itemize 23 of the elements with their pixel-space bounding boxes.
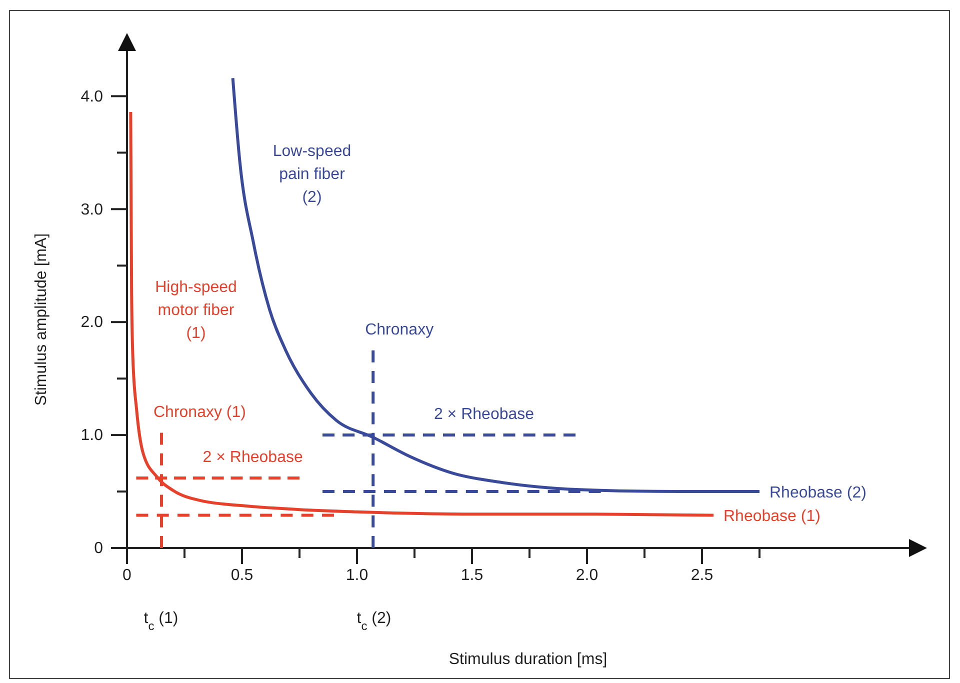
series-label: 2 × Rheobase	[434, 406, 534, 424]
series-label: 2 × Rheobase	[202, 448, 303, 466]
x-tick-label: 0.5	[230, 566, 254, 584]
y-tick-label: 3.0	[80, 201, 104, 218]
y-tick-label: 0	[94, 540, 104, 558]
series-label: Chronaxy	[365, 321, 434, 338]
y-tick-label: 1.0	[80, 427, 104, 444]
x-tick-label: 2.0	[576, 566, 598, 584]
text: t$_{c}$ (1)	[144, 610, 178, 633]
series-label: Chronaxy (1)	[154, 404, 246, 421]
x-tick-label: 2.5	[690, 566, 714, 584]
x-tick-label: 0	[122, 566, 132, 584]
series-label: Rheobase (1)	[724, 508, 820, 526]
series-label: Rheobase (2)	[770, 484, 866, 502]
y-tick-label: 4.0	[80, 88, 104, 106]
text: t$_{c}$ (2)	[356, 610, 392, 633]
annotation: High-speed motor fiber (1)	[155, 279, 237, 342]
y-tick-label: 2.0	[80, 314, 104, 332]
x-tick-label: 1.5	[460, 566, 484, 584]
x-axis-title: Stimulus duration [ms]	[448, 651, 608, 668]
y-axis-title: Stimulus amplitude [mA]	[33, 233, 50, 406]
annotation: Low-speed pain fiber (2)	[272, 143, 352, 206]
x-tick-label: 1.0	[346, 566, 368, 584]
